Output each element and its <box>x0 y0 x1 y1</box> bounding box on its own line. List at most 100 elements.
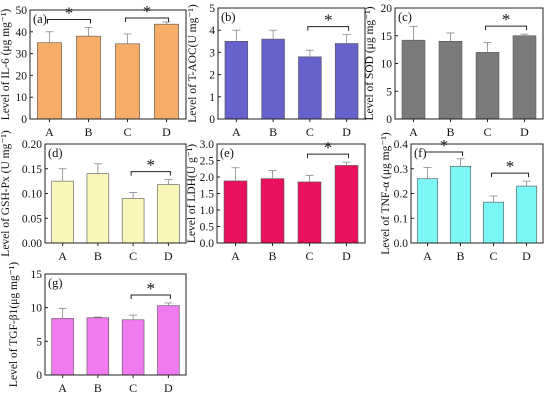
error-bar <box>93 163 102 174</box>
y-tick-label: 15 <box>31 269 43 281</box>
error-bar <box>342 34 351 44</box>
x-tick-label: D <box>164 249 173 263</box>
x-tick-label: A <box>58 381 67 395</box>
significance-mark: * <box>502 10 511 29</box>
x-tick-label: C <box>305 249 313 263</box>
error-bar <box>162 21 171 25</box>
y-tick-label: 40 <box>16 27 28 39</box>
bar <box>51 180 74 244</box>
error-bar <box>489 195 498 203</box>
y-tick-label: 0 <box>21 114 27 126</box>
bracket-line <box>307 26 350 31</box>
y-tick-label: 0.20 <box>22 139 42 151</box>
x-tick-label: D <box>164 381 173 395</box>
y-tick-label: 5 <box>209 3 215 15</box>
significance-bracket: * <box>130 156 171 176</box>
error-bar <box>446 32 455 42</box>
bar <box>224 40 249 120</box>
error-bar <box>232 29 241 42</box>
error-bar <box>231 167 240 181</box>
y-tick-label: 20 <box>16 70 28 82</box>
x-tick-label: B <box>94 249 102 263</box>
bar <box>449 165 472 244</box>
x-tick-label: A <box>232 125 241 139</box>
y-axis-title: Level of T-AOC(U mg⁻¹) <box>187 4 199 123</box>
panel-label: (c) <box>398 10 412 24</box>
y-tick-label: 0.3 <box>394 164 409 176</box>
y-tick-label: 0.05 <box>22 213 42 225</box>
bracket-line <box>491 172 529 178</box>
error-bar <box>305 174 314 182</box>
plot-frame <box>44 273 187 376</box>
y-tick-label: 3.0 <box>200 139 215 151</box>
significance-bracket: * <box>125 2 169 22</box>
significance-bracket: * <box>485 10 527 31</box>
error-bar <box>305 49 314 57</box>
y-tick-label: 5 <box>36 336 42 348</box>
bar <box>223 180 248 244</box>
significance-bracket: * <box>130 279 171 299</box>
error-bar <box>123 33 132 44</box>
y-tick-label: 1 <box>209 92 215 104</box>
y-tick-label: 0.15 <box>22 164 42 176</box>
x-tick-label: C <box>489 249 497 263</box>
panel-label: (f) <box>414 146 427 160</box>
y-tick-label: 10 <box>31 303 43 315</box>
y-tick-label: 10 <box>381 59 393 71</box>
x-tick-label: A <box>231 249 240 263</box>
y-tick-label: 2.0 <box>200 172 215 184</box>
significance-mark: * <box>147 279 156 298</box>
error-bar <box>268 169 277 179</box>
bracket-line <box>130 171 171 176</box>
error-bar <box>58 168 67 182</box>
panel-label: (b) <box>221 10 236 24</box>
panel-label: (d) <box>48 146 63 160</box>
y-tick-label: 0.5 <box>200 222 215 234</box>
significance-mark: * <box>143 2 152 21</box>
y-tick-label: 1.0 <box>200 205 215 217</box>
bar <box>515 185 538 244</box>
error-bar <box>423 167 432 179</box>
y-axis-title: Level of TGF-β1(μg mg⁻¹) <box>8 262 20 387</box>
x-tick-label: C <box>483 125 491 139</box>
significance-bracket: * <box>425 136 463 156</box>
panel-a: 0 10 20 30 40 50 A B C D (a) Level of IL-6 (μg mg⁻¹… <box>0 2 187 139</box>
y-axis-title: Level of TNF-α (μg mg⁻¹) <box>380 132 392 255</box>
y-tick-label: 0.10 <box>22 189 42 201</box>
y-tick-label: 20 <box>381 3 393 15</box>
panel-f: 0.0 0.1 0.2 0.3 0.4 A B C D (f) Level of TNF-α (μg… <box>380 132 544 263</box>
x-tick-label: C <box>129 249 137 263</box>
y-tick-label: 10 <box>16 92 28 104</box>
x-tick-label: C <box>123 125 131 139</box>
bar <box>334 165 359 244</box>
x-tick-label: A <box>409 125 418 139</box>
error-bar <box>164 179 173 185</box>
panel-label: (e) <box>220 146 234 160</box>
x-tick-label: D <box>342 125 351 139</box>
bar <box>37 42 62 120</box>
bar <box>157 184 180 244</box>
panel-b: 0 1 2 3 4 5 A B C D (b) Level of T-AOC(U mg⁻¹) * <box>187 3 366 139</box>
x-tick-label: A <box>58 249 67 263</box>
x-tick-label: A <box>45 125 54 139</box>
bar <box>121 198 145 244</box>
x-tick-label: B <box>456 249 464 263</box>
x-tick-label: D <box>162 125 171 139</box>
error-bar <box>456 158 465 167</box>
error-bar <box>522 180 531 187</box>
bracket-line <box>47 18 91 24</box>
x-tick-label: D <box>342 249 351 263</box>
x-tick-label: B <box>269 125 277 139</box>
bar <box>260 178 285 244</box>
error-bar <box>84 27 93 37</box>
error-bar <box>520 33 529 36</box>
y-tick-label: 0 <box>386 114 392 126</box>
bar <box>475 52 500 120</box>
bar <box>154 23 179 120</box>
y-tick-label: 30 <box>16 49 28 61</box>
y-tick-label: 15 <box>381 31 393 43</box>
bar <box>297 181 322 244</box>
error-bar <box>129 192 138 199</box>
x-tick-label: B <box>84 125 92 139</box>
